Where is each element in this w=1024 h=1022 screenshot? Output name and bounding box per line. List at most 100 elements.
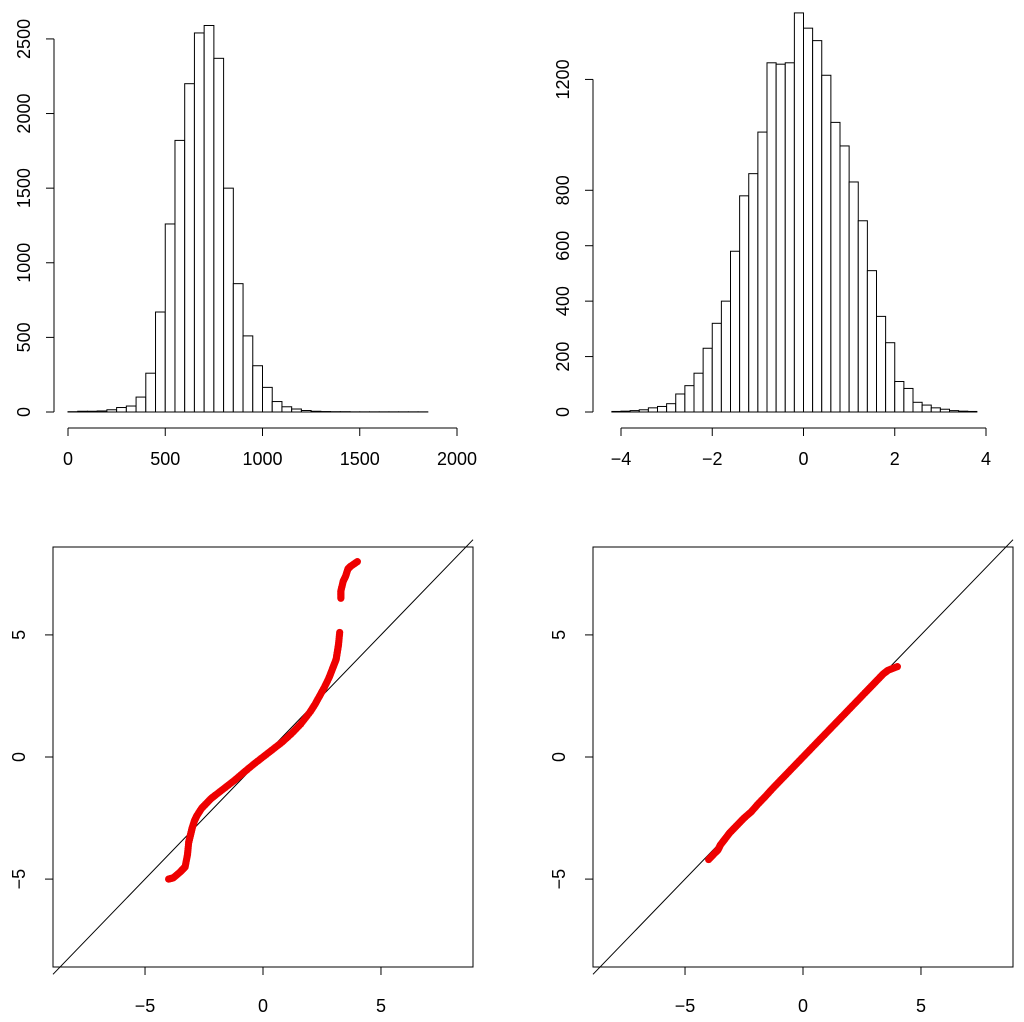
histogram-bar bbox=[213, 57, 225, 413]
histogram-bar bbox=[949, 410, 960, 413]
histogram-bar bbox=[647, 407, 658, 413]
y-tick-label: −5 bbox=[9, 869, 29, 890]
histogram-bar bbox=[757, 131, 768, 413]
y-tick-label: 600 bbox=[553, 231, 573, 261]
y-tick-label: 400 bbox=[553, 286, 573, 316]
histogram-bar bbox=[939, 408, 950, 413]
histogram-bar bbox=[291, 408, 302, 413]
y-tick-label: 800 bbox=[553, 175, 573, 205]
histogram-bar bbox=[930, 407, 941, 413]
histogram-bar bbox=[693, 372, 704, 413]
histogram-bar bbox=[766, 62, 777, 413]
histogram-bar bbox=[821, 74, 832, 413]
x-tick-label: 4 bbox=[981, 449, 991, 469]
y-tick-label: 2500 bbox=[14, 19, 34, 59]
histogram-bar bbox=[164, 223, 176, 413]
y-tick-label: 0 bbox=[549, 752, 569, 762]
histogram-bar bbox=[812, 40, 823, 413]
x-tick-label: 0 bbox=[798, 996, 808, 1016]
histogram-bar bbox=[912, 401, 923, 413]
qq-point bbox=[352, 558, 360, 567]
histogram-bar bbox=[894, 381, 905, 413]
histogram-bar bbox=[739, 195, 750, 413]
histogram-bar bbox=[86, 410, 98, 413]
histogram-bar bbox=[803, 27, 814, 413]
histogram-bar bbox=[174, 139, 186, 413]
y-tick-label: 1000 bbox=[14, 243, 34, 283]
qq-point bbox=[892, 663, 900, 671]
histogram-bar bbox=[657, 405, 668, 413]
y-tick-label: 0 bbox=[14, 407, 34, 417]
histogram-bar bbox=[611, 410, 622, 413]
histogram-bar bbox=[666, 403, 677, 413]
histogram-bar bbox=[857, 220, 868, 413]
histogram-bar bbox=[839, 145, 850, 413]
y-tick-label: 500 bbox=[14, 322, 34, 352]
histogram-bar bbox=[193, 32, 205, 413]
histogram-bar bbox=[629, 410, 640, 413]
y-tick-label: 200 bbox=[553, 342, 573, 372]
histogram-panel-top-left: 0 500 1000 1500 2000 0 500 1000 1500 2000 2500 bbox=[14, 19, 477, 469]
histogram-bar bbox=[903, 387, 914, 413]
histogram-bar bbox=[106, 409, 118, 413]
histogram-bar bbox=[125, 405, 137, 413]
histogram-bar bbox=[116, 407, 127, 413]
histogram-bar bbox=[848, 181, 859, 413]
y-tick-label: −5 bbox=[549, 869, 569, 890]
x-tick-label: −4 bbox=[611, 449, 632, 469]
histogram-bar bbox=[281, 406, 293, 413]
histogram-bar bbox=[620, 410, 631, 413]
histogram-bar bbox=[203, 24, 215, 413]
x-tick-label: 2 bbox=[890, 449, 900, 469]
histogram-panel-top-right: −4 −2 0 2 4 0 200 400 600 800 1200 bbox=[553, 12, 991, 469]
y-tick-label: 2000 bbox=[14, 94, 34, 134]
x-tick-label: 0 bbox=[63, 449, 73, 469]
histogram-bar bbox=[223, 187, 234, 413]
histogram-bar bbox=[784, 62, 795, 413]
x-tick-label: 2000 bbox=[437, 449, 477, 469]
histogram-bar bbox=[135, 396, 147, 413]
histogram-bar bbox=[748, 173, 759, 413]
y-tick-label: 1500 bbox=[14, 168, 34, 208]
histogram-bar bbox=[638, 409, 649, 413]
x-tick-label: 0 bbox=[798, 449, 808, 469]
histogram-bar bbox=[711, 322, 722, 413]
histogram-bar bbox=[866, 270, 877, 413]
y-tick-label: 5 bbox=[9, 630, 29, 640]
histogram-bar bbox=[262, 386, 273, 413]
qq-point bbox=[335, 630, 344, 639]
x-tick-label: 1000 bbox=[242, 449, 282, 469]
histogram-bar bbox=[184, 83, 195, 413]
histogram-bar bbox=[310, 410, 322, 413]
histogram-bar bbox=[730, 250, 741, 413]
histogram-bar bbox=[77, 410, 88, 413]
histogram-bar bbox=[232, 283, 244, 413]
histogram-bar bbox=[271, 401, 283, 413]
x-tick-label: 5 bbox=[376, 996, 386, 1016]
histogram-bar bbox=[793, 12, 804, 413]
histogram-bar bbox=[885, 342, 896, 413]
histogram-bar bbox=[876, 315, 887, 413]
histogram-bar bbox=[96, 410, 108, 413]
histogram-bar bbox=[252, 365, 263, 413]
histogram-bar bbox=[830, 121, 841, 413]
qq-plot-panel-bottom-right: −5 0 5 −5 0 5 bbox=[549, 539, 1014, 1016]
histogram-bar bbox=[921, 404, 932, 413]
y-tick-label: 0 bbox=[553, 407, 573, 417]
x-tick-label: 1500 bbox=[340, 449, 380, 469]
y-tick-label: 1200 bbox=[553, 59, 573, 99]
x-tick-label: 5 bbox=[916, 996, 926, 1016]
histogram-bar bbox=[242, 335, 254, 413]
histogram-bar bbox=[145, 372, 157, 413]
histogram-bar bbox=[720, 300, 731, 413]
x-tick-label: 0 bbox=[258, 996, 268, 1016]
histogram-bar bbox=[684, 385, 695, 413]
histogram-bar bbox=[775, 63, 786, 413]
x-tick-label: −5 bbox=[675, 996, 696, 1016]
x-tick-label: 500 bbox=[150, 449, 180, 469]
histogram-bar bbox=[958, 410, 969, 413]
histogram-bar bbox=[155, 311, 166, 413]
histogram-bar bbox=[675, 393, 686, 413]
histogram-bar bbox=[702, 347, 713, 413]
